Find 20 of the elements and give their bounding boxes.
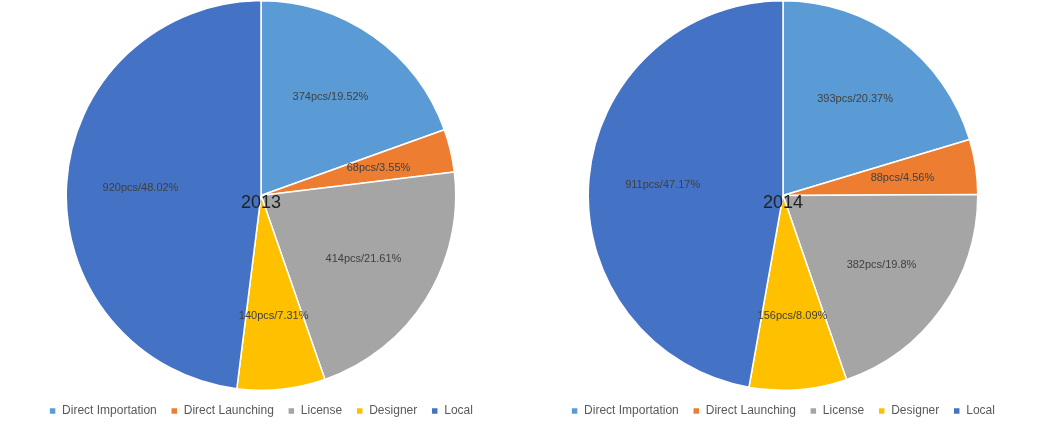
data-label: 911pcs/47.17% (625, 177, 701, 190)
legend-label: Direct Launching (183, 403, 274, 418)
legend-label: Local (966, 403, 995, 418)
data-label: 374pcs/19.52% (292, 89, 369, 102)
legend-label: License (822, 403, 865, 418)
legend-label: License (300, 403, 343, 418)
text: 2014 (762, 192, 804, 213)
data-label: 920pcs/48.02% (102, 181, 179, 194)
legend-label: Direct Importation (62, 403, 157, 418)
legend-label: Direct Importation (584, 403, 679, 418)
data-label: 393pcs/20.37% (817, 91, 894, 104)
data-label: 414pcs/21.61% (325, 252, 402, 265)
legend-label: Direct Launching (705, 403, 796, 418)
data-label: 68pcs/3.55% (346, 160, 411, 173)
data-label: 382pcs/19.8% (846, 258, 917, 271)
legend-label: Local (444, 403, 473, 418)
legend-label: Designer (369, 403, 418, 418)
data-label: 88pcs/4.56% (870, 170, 935, 183)
text: 2013 (240, 192, 282, 213)
legend-label: Designer (891, 403, 940, 418)
